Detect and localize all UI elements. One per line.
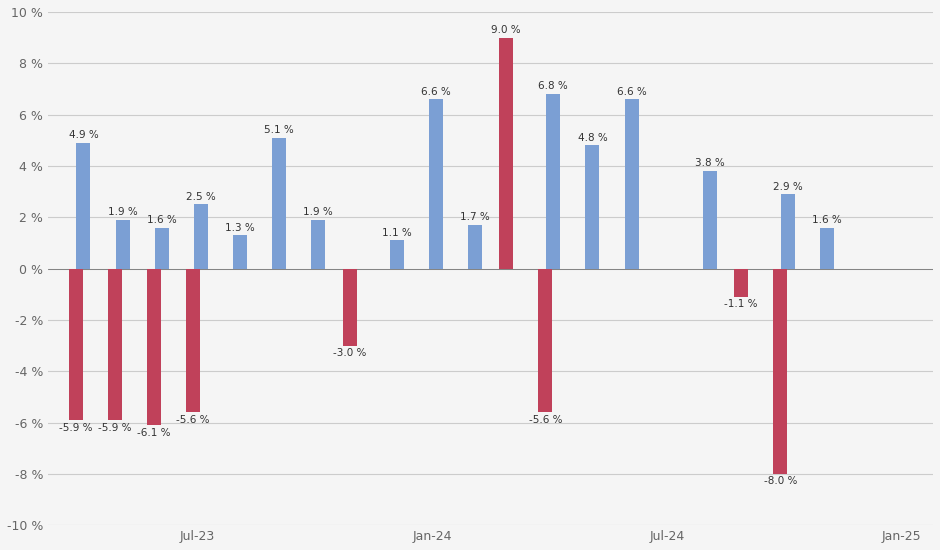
Text: -5.9 %: -5.9 % [98,422,132,432]
Text: 1.9 %: 1.9 % [304,207,333,217]
Bar [147,268,161,425]
Text: 3.8 %: 3.8 % [695,158,725,168]
Text: 6.6 %: 6.6 % [421,87,450,97]
Bar [781,194,795,268]
Text: 1.6 %: 1.6 % [812,215,842,225]
Bar [389,240,403,268]
Bar [546,94,560,268]
Bar [429,99,443,268]
Bar [233,235,247,268]
Text: -5.6 %: -5.6 % [177,415,210,425]
Bar [116,220,130,268]
Text: -8.0 %: -8.0 % [763,476,797,486]
Bar [69,268,83,420]
Text: -1.1 %: -1.1 % [725,299,758,309]
Bar [468,225,482,268]
Text: 6.8 %: 6.8 % [539,81,568,91]
Text: 6.6 %: 6.6 % [617,87,647,97]
Text: -5.9 %: -5.9 % [59,422,92,432]
Bar [76,143,90,268]
Bar [194,205,208,268]
Bar [155,228,169,268]
Text: -5.6 %: -5.6 % [528,415,562,425]
Text: 4.9 %: 4.9 % [69,130,99,140]
Bar [624,99,638,268]
Text: 5.1 %: 5.1 % [264,125,294,135]
Bar [273,138,287,268]
Text: 2.5 %: 2.5 % [186,192,216,202]
Text: 4.8 %: 4.8 % [577,133,607,143]
Bar [774,268,788,474]
Bar [108,268,122,420]
Bar [342,268,356,345]
Bar [311,220,325,268]
Text: 9.0 %: 9.0 % [492,25,521,35]
Text: 1.7 %: 1.7 % [460,212,490,222]
Bar [821,228,835,268]
Bar [539,268,553,412]
Text: -3.0 %: -3.0 % [333,348,367,358]
Text: 1.1 %: 1.1 % [382,228,412,238]
Text: 1.9 %: 1.9 % [108,207,137,217]
Bar [186,268,200,412]
Bar [734,268,748,297]
Bar [586,145,600,268]
Text: 1.6 %: 1.6 % [147,215,177,225]
Bar [703,171,717,268]
Text: -6.1 %: -6.1 % [137,428,171,438]
Text: 1.3 %: 1.3 % [226,223,255,233]
Bar [499,37,513,268]
Text: 2.9 %: 2.9 % [774,182,803,191]
